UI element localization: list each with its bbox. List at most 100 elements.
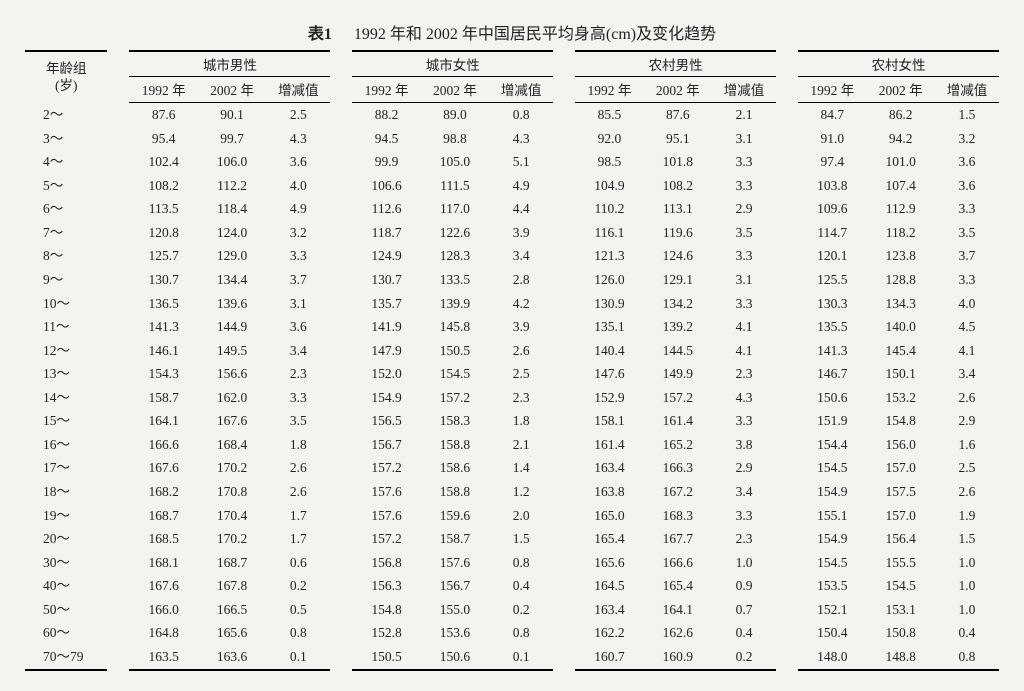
table-row: 5～108.2112.24.0106.6111.54.9104.9108.23.… <box>25 174 999 198</box>
value-cell: 153.2 <box>866 386 934 410</box>
value-cell: 113.1 <box>644 197 712 221</box>
subcol-2002: 2002 年 <box>198 77 266 103</box>
gap <box>776 362 798 386</box>
table-row: 19～168.7170.41.7157.6159.62.0165.0168.33… <box>25 504 999 528</box>
value-cell: 95.4 <box>129 127 197 151</box>
value-cell: 1.5 <box>935 527 999 551</box>
gap <box>553 645 575 670</box>
gap <box>553 621 575 645</box>
gap <box>553 362 575 386</box>
value-cell: 168.3 <box>644 504 712 528</box>
age-cell: 10～ <box>25 292 107 316</box>
value-cell: 168.5 <box>129 527 197 551</box>
value-cell: 1.0 <box>935 551 999 575</box>
gap <box>553 551 575 575</box>
value-cell: 3.4 <box>489 244 553 268</box>
value-cell: 155.1 <box>798 504 866 528</box>
value-cell: 150.6 <box>798 386 866 410</box>
value-cell: 165.6 <box>575 551 643 575</box>
title-text: 1992 年和 2002 年中国居民平均身高(cm)及变化趋势 <box>354 26 716 43</box>
value-cell: 90.1 <box>198 103 266 127</box>
gap <box>776 197 798 221</box>
value-cell: 164.5 <box>575 574 643 598</box>
gap <box>553 150 575 174</box>
gap <box>107 645 129 670</box>
value-cell: 94.2 <box>866 127 934 151</box>
value-cell: 2.8 <box>489 268 553 292</box>
age-cell: 20～ <box>25 527 107 551</box>
value-cell: 166.5 <box>198 598 266 622</box>
value-cell: 112.6 <box>352 197 420 221</box>
table-title: 表1 1992 年和 2002 年中国居民平均身高(cm)及变化趋势 <box>25 20 999 44</box>
value-cell: 84.7 <box>798 103 866 127</box>
value-cell: 3.3 <box>266 386 330 410</box>
gap <box>330 598 352 622</box>
value-cell: 153.6 <box>421 621 489 645</box>
value-cell: 150.6 <box>421 645 489 670</box>
age-cell: 15～ <box>25 409 107 433</box>
value-cell: 3.3 <box>266 244 330 268</box>
gap <box>107 409 129 433</box>
age-cell: 14～ <box>25 386 107 410</box>
value-cell: 3.1 <box>266 292 330 316</box>
subcol-diff: 增减值 <box>712 77 776 103</box>
value-cell: 3.6 <box>935 150 999 174</box>
table-row: 8～125.7129.03.3124.9128.33.4121.3124.63.… <box>25 244 999 268</box>
value-cell: 91.0 <box>798 127 866 151</box>
value-cell: 0.4 <box>935 621 999 645</box>
value-cell: 157.0 <box>866 456 934 480</box>
value-cell: 4.2 <box>489 292 553 316</box>
gap <box>107 362 129 386</box>
value-cell: 154.3 <box>129 362 197 386</box>
value-cell: 123.8 <box>866 244 934 268</box>
value-cell: 87.6 <box>644 103 712 127</box>
value-cell: 152.1 <box>798 598 866 622</box>
value-cell: 154.9 <box>798 480 866 504</box>
value-cell: 170.8 <box>198 480 266 504</box>
gap <box>553 409 575 433</box>
value-cell: 157.2 <box>352 527 420 551</box>
subcol-diff: 增减值 <box>266 77 330 103</box>
gap <box>553 386 575 410</box>
value-cell: 95.1 <box>644 127 712 151</box>
value-cell: 0.2 <box>712 645 776 670</box>
value-cell: 2.1 <box>712 103 776 127</box>
value-cell: 156.7 <box>421 574 489 598</box>
gap <box>553 174 575 198</box>
age-cell: 5～ <box>25 174 107 198</box>
gap <box>107 504 129 528</box>
gap <box>330 197 352 221</box>
value-cell: 4.3 <box>489 127 553 151</box>
value-cell: 141.3 <box>798 339 866 363</box>
value-cell: 129.0 <box>198 244 266 268</box>
value-cell: 0.8 <box>489 551 553 575</box>
gap <box>776 409 798 433</box>
gap <box>553 598 575 622</box>
value-cell: 2.9 <box>935 409 999 433</box>
gap <box>776 527 798 551</box>
table-row: 6～113.5118.44.9112.6117.04.4110.2113.12.… <box>25 197 999 221</box>
value-cell: 167.2 <box>644 480 712 504</box>
value-cell: 158.6 <box>421 456 489 480</box>
value-cell: 170.2 <box>198 456 266 480</box>
value-cell: 92.0 <box>575 127 643 151</box>
value-cell: 101.0 <box>866 150 934 174</box>
value-cell: 156.4 <box>866 527 934 551</box>
table-body: 2～87.690.12.588.289.00.885.587.62.184.78… <box>25 103 999 670</box>
gap <box>330 292 352 316</box>
value-cell: 141.9 <box>352 315 420 339</box>
age-cell: 9～ <box>25 268 107 292</box>
age-cell: 50～ <box>25 598 107 622</box>
value-cell: 168.4 <box>198 433 266 457</box>
value-cell: 103.8 <box>798 174 866 198</box>
table-row: 2～87.690.12.588.289.00.885.587.62.184.78… <box>25 103 999 127</box>
value-cell: 1.9 <box>935 504 999 528</box>
age-group-header-line1: 年龄组 <box>46 61 87 76</box>
value-cell: 166.6 <box>644 551 712 575</box>
value-cell: 2.6 <box>489 339 553 363</box>
value-cell: 4.1 <box>712 315 776 339</box>
value-cell: 3.3 <box>712 292 776 316</box>
value-cell: 154.5 <box>421 362 489 386</box>
table-row: 12～146.1149.53.4147.9150.52.6140.4144.54… <box>25 339 999 363</box>
value-cell: 3.1 <box>712 127 776 151</box>
